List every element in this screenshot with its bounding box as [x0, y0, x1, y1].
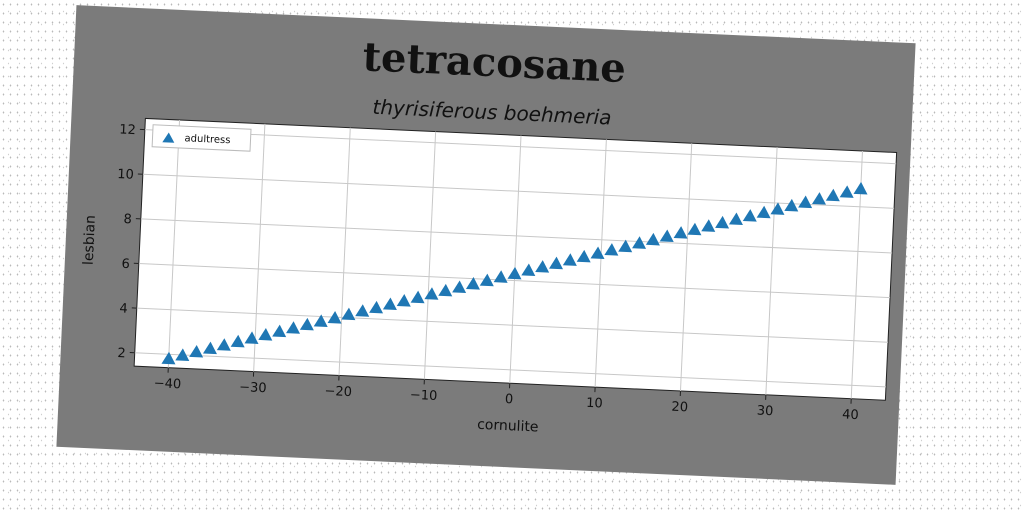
y-gridline [140, 218, 893, 254]
data-point [175, 348, 190, 361]
chart-subtitle: thyrisiferous boehmeria [372, 95, 612, 130]
y-tick-label: 6 [121, 257, 130, 272]
data-point [230, 334, 245, 348]
legend: adultress [151, 124, 252, 152]
y-gridline [144, 129, 897, 165]
data-point [756, 205, 771, 219]
data-point [493, 270, 508, 283]
data-point [161, 351, 176, 365]
data-point [535, 260, 550, 273]
data-point [299, 317, 314, 331]
data-point [839, 185, 854, 198]
y-tick-label: 2 [117, 346, 126, 361]
y-tick-label: 12 [119, 122, 136, 138]
axis-ticks: −40 −30 −20 −10 0 10 20 30 40 2 4 6 8 10 12 [117, 122, 859, 423]
data-point [313, 314, 328, 327]
data-point [618, 239, 633, 253]
data-point [327, 311, 342, 324]
data-point [701, 219, 716, 232]
y-gridline [134, 352, 886, 388]
data-point [452, 280, 467, 294]
y-gridline [142, 173, 895, 209]
data-point [632, 236, 647, 249]
x-gridline [679, 143, 693, 391]
data-point [521, 263, 536, 277]
data-point [590, 246, 605, 260]
y-tick-label: 4 [119, 301, 128, 316]
data-point [479, 273, 494, 287]
data-point [742, 209, 757, 222]
data-point [549, 256, 563, 270]
data-point [355, 304, 370, 317]
data-point [576, 249, 591, 263]
data-point [396, 294, 411, 307]
data-point [645, 232, 660, 246]
data-point [244, 331, 259, 344]
x-tick-label: 30 [757, 403, 774, 419]
legend-label: adultress [184, 133, 230, 146]
data-point [770, 202, 785, 215]
x-tick-label: 40 [842, 407, 859, 423]
x-tick-label: −30 [239, 380, 267, 396]
x-gridline [338, 127, 351, 376]
x-gridline [509, 135, 522, 384]
data-point [272, 324, 287, 338]
data-point [784, 198, 799, 212]
data-point [341, 307, 356, 321]
y-tick-label: 8 [123, 212, 132, 227]
data-point [853, 181, 868, 195]
data-point [465, 277, 480, 290]
data-point [687, 222, 702, 236]
y-axis-label: lesbian [81, 215, 99, 266]
data-point [507, 266, 522, 280]
data-point [715, 215, 730, 229]
data-point [424, 287, 439, 300]
legend-box [151, 124, 252, 152]
x-axis-label: cornulite [477, 417, 539, 436]
y-gridline [138, 262, 891, 299]
x-gridline [423, 131, 437, 380]
data-point [811, 192, 826, 205]
data-series [161, 181, 868, 365]
legend-marker-icon [162, 132, 175, 143]
x-tick-label: −40 [153, 376, 181, 392]
chart-photo: tetracosane thyrisiferous boehmeria −40−… [56, 5, 916, 485]
x-gridline [765, 147, 778, 395]
data-point [410, 290, 425, 304]
data-point [562, 253, 577, 266]
x-gridline [253, 123, 266, 372]
x-tick-label: −20 [324, 384, 352, 400]
data-point [382, 297, 397, 310]
data-point [189, 344, 204, 358]
data-point [369, 300, 384, 314]
y-tick-label: 10 [117, 167, 134, 183]
data-point [659, 229, 674, 243]
data-point [673, 226, 688, 239]
data-point [728, 212, 743, 226]
y-gridline [136, 307, 889, 343]
data-point [202, 341, 217, 355]
data-point [825, 188, 840, 202]
chart-title: tetracosane [362, 33, 627, 92]
x-tick-label: 20 [671, 400, 688, 416]
x-tick-label: 0 [505, 392, 514, 407]
data-point [438, 283, 453, 297]
x-gridline [167, 119, 181, 368]
x-gridline [594, 139, 607, 388]
x-tick-label: −10 [410, 388, 438, 404]
x-tick-label: 10 [586, 396, 603, 412]
data-point [258, 328, 273, 341]
chart: tetracosane thyrisiferous boehmeria −40−… [81, 33, 898, 436]
data-point [216, 338, 231, 351]
data-point [604, 243, 619, 256]
data-point [286, 321, 301, 334]
data-point [798, 195, 813, 209]
